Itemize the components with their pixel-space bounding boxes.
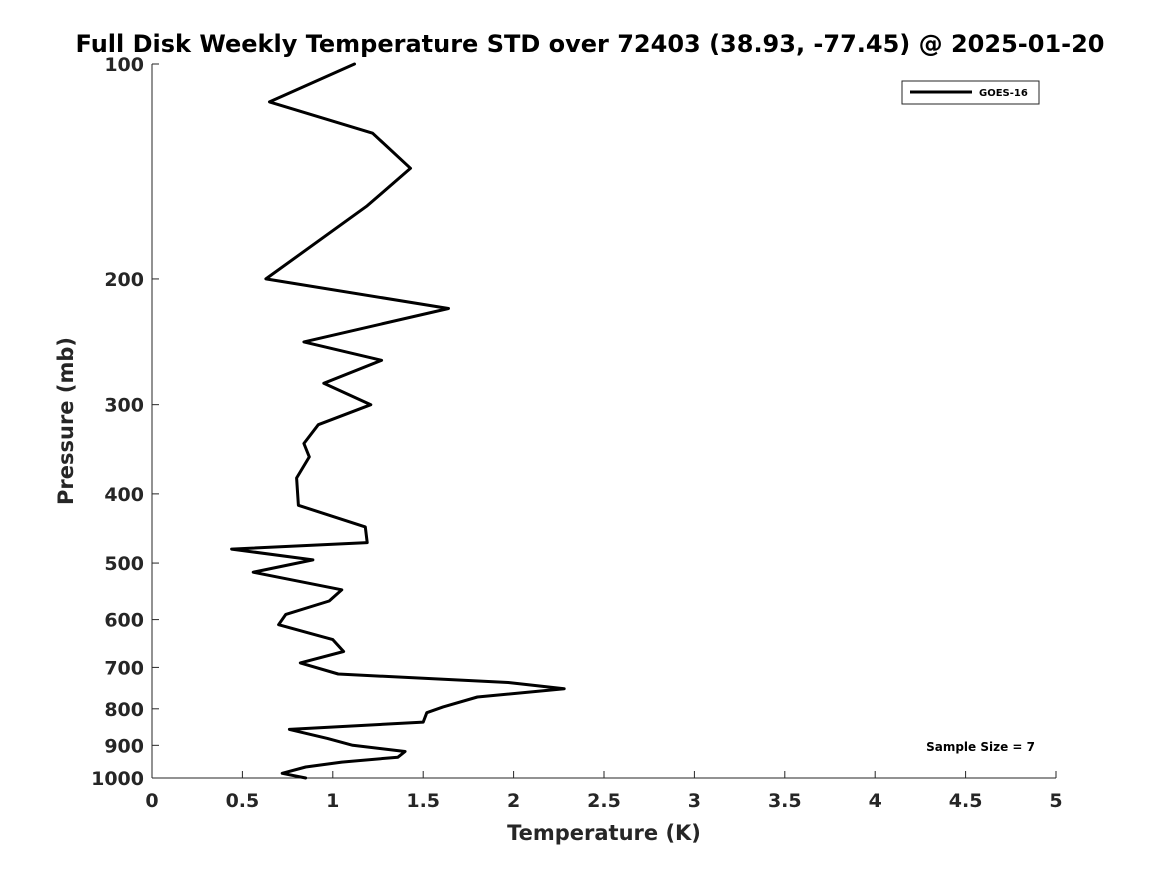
y-tick-label: 400 bbox=[104, 484, 144, 506]
x-tick-label: 3 bbox=[688, 790, 701, 812]
chart-title: Full Disk Weekly Temperature STD over 72… bbox=[76, 30, 1105, 58]
sample-size-annotation: Sample Size = 7 bbox=[926, 740, 1035, 754]
legend: GOES-16 bbox=[901, 80, 1040, 105]
x-tick-label: 2 bbox=[507, 790, 520, 812]
x-axis-label: Temperature (K) bbox=[507, 821, 701, 845]
y-tick-label: 1000 bbox=[91, 768, 144, 790]
y-tick-label: 700 bbox=[104, 657, 144, 679]
y-ticks: 100 200 300 400 500 600 700 800 900 1000 bbox=[91, 54, 159, 790]
x-tick-label: 3.5 bbox=[768, 790, 802, 812]
x-tick-label: 4.5 bbox=[949, 790, 983, 812]
y-tick-label: 100 bbox=[104, 54, 144, 76]
plot-area bbox=[152, 64, 1056, 778]
y-tick-label: 200 bbox=[104, 269, 144, 291]
y-tick-label: 600 bbox=[104, 610, 144, 632]
x-tick-label: 0.5 bbox=[226, 790, 260, 812]
legend-label-goes-16: GOES-16 bbox=[979, 88, 1028, 99]
x-tick-label: 4 bbox=[869, 790, 882, 812]
x-tick-label: 0 bbox=[145, 790, 158, 812]
y-tick-label: 300 bbox=[104, 395, 144, 417]
x-tick-label: 2.5 bbox=[587, 790, 621, 812]
series-line-goes-16 bbox=[230, 62, 566, 780]
y-tick-label: 500 bbox=[104, 553, 144, 575]
series-group bbox=[230, 62, 566, 780]
x-ticks: 0 0.5 1 1.5 2 2.5 3 3.5 4 4.5 5 bbox=[145, 771, 1063, 812]
x-tick-label: 1.5 bbox=[406, 790, 440, 812]
y-tick-label: 800 bbox=[104, 699, 144, 721]
x-tick-label: 1 bbox=[326, 790, 339, 812]
y-axis-label: Pressure (mb) bbox=[54, 337, 78, 505]
y-tick-label: 900 bbox=[104, 735, 144, 757]
x-tick-label: 5 bbox=[1049, 790, 1062, 812]
